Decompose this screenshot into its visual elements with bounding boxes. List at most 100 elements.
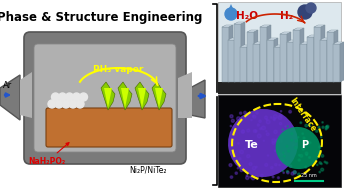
Polygon shape bbox=[104, 88, 112, 108]
Circle shape bbox=[261, 126, 265, 130]
Circle shape bbox=[291, 172, 294, 175]
Circle shape bbox=[322, 122, 323, 123]
Circle shape bbox=[279, 139, 282, 143]
Circle shape bbox=[298, 5, 312, 19]
Circle shape bbox=[256, 176, 259, 179]
Circle shape bbox=[225, 8, 237, 20]
Circle shape bbox=[283, 172, 284, 174]
Circle shape bbox=[326, 126, 327, 127]
Circle shape bbox=[280, 111, 282, 112]
Circle shape bbox=[291, 133, 293, 135]
Circle shape bbox=[279, 164, 280, 166]
Bar bbox=[218, 2, 341, 94]
Circle shape bbox=[319, 146, 321, 148]
Polygon shape bbox=[228, 38, 239, 40]
Circle shape bbox=[237, 167, 239, 169]
Circle shape bbox=[253, 130, 256, 132]
Circle shape bbox=[283, 155, 285, 157]
Circle shape bbox=[260, 174, 263, 177]
Circle shape bbox=[293, 171, 296, 174]
Circle shape bbox=[256, 166, 257, 168]
Polygon shape bbox=[300, 42, 311, 44]
Circle shape bbox=[302, 147, 304, 150]
FancyBboxPatch shape bbox=[46, 108, 172, 147]
Circle shape bbox=[287, 126, 288, 127]
Polygon shape bbox=[227, 4, 235, 13]
Circle shape bbox=[272, 139, 275, 142]
Circle shape bbox=[326, 162, 328, 164]
Circle shape bbox=[76, 100, 84, 108]
Circle shape bbox=[266, 131, 267, 132]
Polygon shape bbox=[314, 25, 325, 27]
Polygon shape bbox=[138, 88, 146, 108]
Circle shape bbox=[274, 150, 276, 151]
Circle shape bbox=[282, 129, 283, 130]
Circle shape bbox=[271, 167, 273, 169]
Polygon shape bbox=[155, 88, 163, 108]
Circle shape bbox=[282, 153, 286, 156]
Circle shape bbox=[239, 112, 242, 114]
Polygon shape bbox=[247, 30, 258, 32]
Circle shape bbox=[240, 168, 243, 172]
Circle shape bbox=[260, 128, 262, 130]
Circle shape bbox=[52, 93, 60, 101]
Polygon shape bbox=[229, 25, 233, 82]
Circle shape bbox=[266, 120, 270, 124]
Circle shape bbox=[281, 136, 283, 138]
Bar bbox=[280, 34, 287, 82]
Circle shape bbox=[308, 124, 311, 126]
Bar bbox=[274, 47, 281, 82]
Circle shape bbox=[300, 122, 302, 124]
Circle shape bbox=[65, 93, 74, 101]
Circle shape bbox=[246, 176, 249, 180]
Circle shape bbox=[293, 171, 296, 174]
Bar bbox=[307, 37, 314, 82]
Text: 25 nm: 25 nm bbox=[301, 173, 317, 178]
Polygon shape bbox=[152, 82, 166, 110]
Polygon shape bbox=[294, 40, 298, 82]
Circle shape bbox=[322, 126, 324, 128]
Polygon shape bbox=[287, 32, 291, 82]
Circle shape bbox=[326, 125, 329, 128]
Circle shape bbox=[237, 117, 240, 121]
Circle shape bbox=[270, 117, 272, 118]
Circle shape bbox=[230, 176, 233, 178]
Text: H₂O: H₂O bbox=[236, 11, 258, 21]
Polygon shape bbox=[135, 82, 149, 110]
Circle shape bbox=[298, 137, 299, 138]
Circle shape bbox=[229, 164, 232, 167]
Bar bbox=[314, 27, 321, 82]
Circle shape bbox=[305, 166, 307, 168]
Polygon shape bbox=[101, 82, 115, 110]
Bar bbox=[234, 24, 241, 82]
Circle shape bbox=[267, 155, 269, 156]
Circle shape bbox=[55, 100, 63, 108]
Text: Ni₂P/NiTe₂: Ni₂P/NiTe₂ bbox=[129, 166, 167, 174]
Circle shape bbox=[309, 142, 311, 144]
Circle shape bbox=[247, 129, 250, 132]
Circle shape bbox=[247, 155, 250, 158]
Circle shape bbox=[235, 172, 237, 174]
Circle shape bbox=[282, 170, 283, 171]
Bar bbox=[333, 44, 340, 82]
Circle shape bbox=[240, 150, 244, 154]
Circle shape bbox=[273, 119, 275, 121]
Circle shape bbox=[289, 110, 291, 113]
Polygon shape bbox=[235, 38, 239, 82]
Circle shape bbox=[266, 119, 268, 120]
Polygon shape bbox=[314, 35, 318, 82]
Polygon shape bbox=[293, 28, 304, 30]
Circle shape bbox=[302, 133, 303, 134]
Text: P: P bbox=[301, 140, 309, 150]
Circle shape bbox=[286, 145, 288, 147]
Polygon shape bbox=[320, 38, 331, 40]
Bar bbox=[267, 40, 274, 82]
Bar bbox=[293, 30, 300, 82]
Circle shape bbox=[277, 177, 279, 179]
Polygon shape bbox=[241, 22, 245, 82]
Bar bbox=[287, 42, 294, 82]
Circle shape bbox=[58, 93, 66, 101]
Circle shape bbox=[319, 171, 321, 173]
Polygon shape bbox=[20, 72, 32, 118]
Circle shape bbox=[309, 156, 310, 158]
